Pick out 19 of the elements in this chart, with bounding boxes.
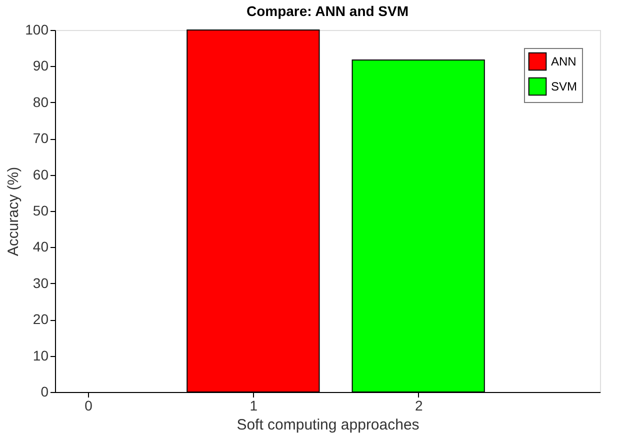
x-tick-label: 1 xyxy=(250,398,258,414)
y-tick-label: 30 xyxy=(32,274,49,291)
y-tick-label: 0 xyxy=(40,384,49,400)
legend-label: SVM xyxy=(551,80,578,94)
y-tick-label: 40 xyxy=(32,238,49,255)
y-tick-label: 90 xyxy=(32,58,49,74)
y-tick-label: 50 xyxy=(32,202,49,218)
y-tick-label: 100 xyxy=(25,22,49,38)
x-axis-title: Soft computing approaches xyxy=(236,416,420,434)
y-tick-label: 20 xyxy=(32,311,49,328)
y-tick-label: 80 xyxy=(32,94,49,110)
chart-title: Compare: ANN and SVM xyxy=(246,3,409,19)
y-tick-label: 60 xyxy=(32,166,49,182)
y-tick-label: 10 xyxy=(32,347,49,364)
y-axis-title: Accuracy (%) xyxy=(5,166,22,256)
y-tick-label: 70 xyxy=(32,130,49,146)
x-tick-label: 2 xyxy=(414,398,423,414)
x-tick-label: 0 xyxy=(84,398,93,414)
legend-label: ANN xyxy=(551,54,576,68)
